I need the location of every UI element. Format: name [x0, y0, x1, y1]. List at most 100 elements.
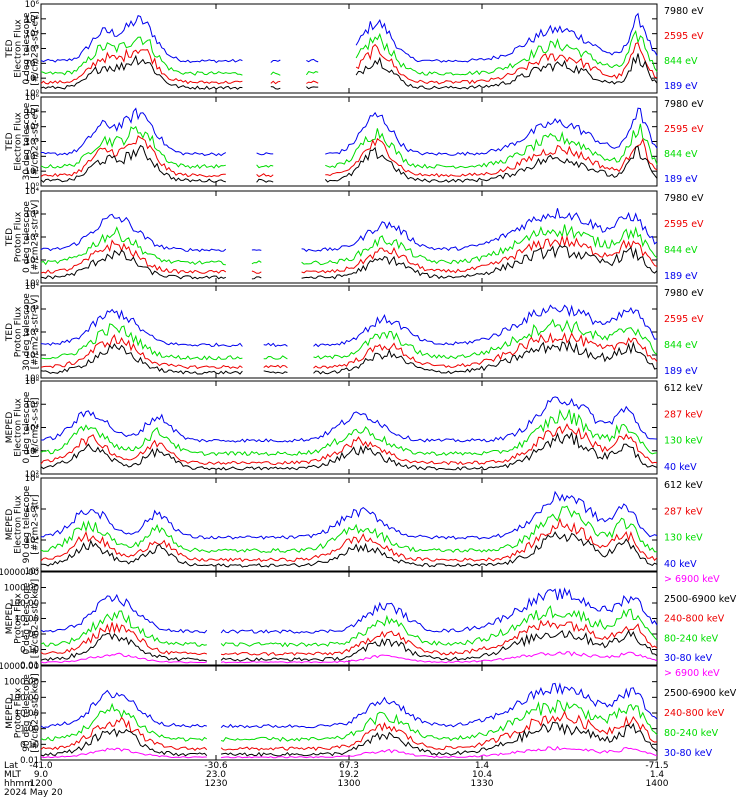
y-axis-label: 30 deg telescope	[22, 102, 32, 180]
y-axis-label: Electron Flux	[14, 495, 24, 554]
series-red	[40, 235, 658, 275]
y-tick-label: 10000.00	[0, 662, 39, 672]
footer-mlt-value: 9.0	[34, 770, 49, 780]
footer-lat-value: -71.5	[645, 761, 668, 771]
y-tick-label: 10³	[25, 45, 39, 55]
footer-lat-value: 1.4	[475, 761, 490, 771]
footer-row-label: MLT	[4, 770, 22, 780]
series-red	[40, 710, 658, 751]
y-tick-label: 10⁴	[25, 123, 40, 133]
footer-hhmm-value: 1330	[471, 779, 494, 789]
y-tick-label: 10⁶	[25, 505, 40, 515]
y-tick-label: 10⁰	[25, 89, 40, 99]
legend-entry: 2500-6900 keV	[664, 688, 737, 699]
y-tick-label: 10³	[25, 210, 39, 220]
y-tick-label: 1000.00	[4, 584, 39, 594]
legend-entry: 844 eV	[664, 149, 698, 160]
y-tick-label: 1000.00	[4, 678, 39, 688]
y-tick-label: 10¹	[25, 74, 39, 84]
y-axis-label: 0 deg telescope	[22, 201, 32, 273]
legend-entry: 2500-6900 keV	[664, 594, 737, 605]
legend-entry: 240-800 keV	[664, 614, 725, 625]
y-tick-label: 10²	[25, 328, 39, 338]
y-axis-label: Electron Flux	[14, 398, 24, 457]
legend-entry: 287 keV	[664, 506, 703, 517]
legend-entry: 844 eV	[664, 56, 698, 67]
legend-entry: 7980 eV	[664, 193, 704, 204]
legend-entry: 2595 eV	[664, 219, 704, 230]
y-axis-label: 90 deg telescope	[22, 485, 32, 563]
panel-frame	[40, 190, 658, 284]
legend-entry: 130 keV	[664, 436, 703, 447]
y-tick-label: 10⁸	[25, 377, 40, 387]
y-tick-label: 10⁴	[25, 536, 40, 546]
footer-date: 2024 May 20	[4, 788, 63, 798]
y-axis-label: [#/cm2-s-str-keV]	[31, 673, 41, 752]
y-tick-label: 10⁰	[25, 182, 40, 192]
footer-mlt-value: 19.2	[339, 770, 359, 780]
y-tick-label: 0.10	[20, 646, 39, 656]
series-red	[40, 135, 658, 178]
panel-frame	[40, 477, 658, 572]
series-blue	[40, 490, 658, 540]
y-tick-label: 10¹	[25, 351, 39, 361]
panel-frame	[40, 380, 658, 475]
y-tick-label: 10¹	[25, 167, 39, 177]
y-tick-label: 10³	[25, 305, 39, 315]
y-axis-label: MEPED	[5, 603, 15, 635]
y-axis-label: MEPED	[5, 509, 15, 541]
y-tick-label: 1.00	[20, 630, 39, 640]
y-tick-label: 10⁴	[25, 282, 40, 292]
series-magenta	[40, 745, 658, 759]
x-axis-footer: LatMLThhmm-41.09.01200-30.623.0123067.31…	[4, 761, 669, 798]
footer-hhmm-value: 1230	[205, 779, 228, 789]
y-axis-label: [#/cm2-s-str-eV]	[31, 200, 41, 275]
y-tick-label: 100.00	[9, 599, 39, 609]
y-axis-label: 90 deg telescope	[22, 674, 32, 752]
series-black	[40, 244, 658, 280]
y-tick-label: 10¹	[25, 256, 39, 266]
legend-entry: 80-240 keV	[664, 633, 719, 644]
series-green	[40, 408, 658, 457]
y-tick-label: 10²	[25, 447, 39, 457]
y-tick-label: 10²	[25, 233, 39, 243]
y-axis-label: 0 deg telescope	[22, 12, 32, 84]
legend-entry: > 6900 keV	[664, 668, 720, 679]
panel-8: 0.01 0.10 1.00 10.00 100.00 1000.00 10000.00 ME…	[0, 662, 737, 766]
panel-frame	[40, 285, 658, 379]
y-axis-label: MEPED	[5, 412, 15, 444]
y-axis-label: TED	[5, 228, 15, 247]
legend-entry: 2595 eV	[664, 124, 704, 135]
y-tick-label: 10⁴	[25, 424, 40, 434]
series-black	[40, 53, 658, 90]
series-black	[40, 629, 658, 662]
y-tick-label: 10⁴	[25, 30, 40, 40]
series-green	[40, 29, 658, 76]
series-black	[40, 721, 658, 757]
y-tick-label: 10²	[25, 567, 39, 577]
footer-hhmm-value: 1200	[30, 779, 53, 789]
y-tick-label: 10³	[25, 138, 39, 148]
y-axis-label: Proton Flux	[14, 211, 24, 262]
legend-entry: 40 keV	[664, 462, 697, 473]
footer-lat-value: -30.6	[204, 761, 228, 771]
y-tick-label: 10²	[25, 470, 39, 480]
y-tick-label: 10⁰	[25, 374, 40, 384]
y-axis-label: TED	[5, 39, 15, 58]
y-tick-label: 10⁶	[25, 93, 40, 103]
y-axis-label: [#/cm2-s-str-keV]	[31, 579, 41, 658]
series-blue	[40, 208, 658, 253]
series-black	[40, 339, 658, 375]
legend-entry: 240-800 keV	[664, 708, 725, 719]
y-tick-label: 10⁶	[25, 0, 40, 10]
legend-entry: 612 keV	[664, 480, 703, 491]
series-black	[41, 531, 658, 568]
legend-entry: 30-80 keV	[664, 653, 713, 664]
legend-entry: 30-80 keV	[664, 748, 713, 759]
y-tick-label: 0.10	[20, 740, 39, 750]
y-axis-label: TED	[5, 323, 15, 342]
y-tick-label: 10⁶	[25, 400, 40, 410]
